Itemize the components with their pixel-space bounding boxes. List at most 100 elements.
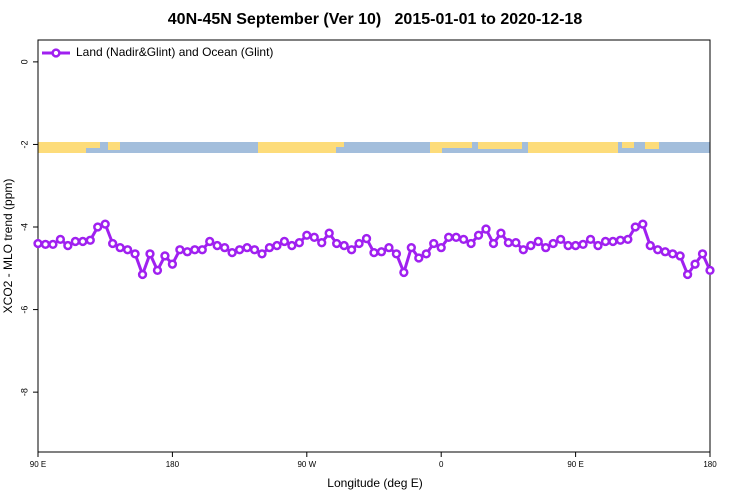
data-point <box>234 245 245 255</box>
data-point <box>48 239 58 249</box>
data-point <box>264 243 275 253</box>
data-point <box>220 243 230 253</box>
data-point <box>578 239 588 249</box>
data-point <box>294 238 304 248</box>
y-tick-label: 0 <box>19 59 29 64</box>
data-point <box>451 232 461 242</box>
data-point <box>279 236 290 247</box>
data-point <box>518 245 528 255</box>
data-point <box>638 219 648 229</box>
data-point <box>608 236 618 247</box>
data-point <box>249 245 260 255</box>
data-point <box>466 238 476 249</box>
data-point <box>190 245 200 255</box>
data-point <box>563 240 573 251</box>
data-point <box>122 245 133 255</box>
data-point <box>130 249 140 259</box>
x-tick-label: 180 <box>703 460 717 469</box>
data-point <box>675 251 685 261</box>
data-point <box>287 240 297 251</box>
data-point <box>421 249 431 259</box>
data-point <box>100 219 110 229</box>
data-point <box>272 240 282 251</box>
x-tick-label: 0 <box>439 460 444 469</box>
data-point <box>630 222 640 232</box>
x-tick-label: 90 E <box>567 460 583 469</box>
data-point <box>526 240 536 251</box>
data-point <box>593 240 603 251</box>
data-point <box>481 224 491 234</box>
data-point <box>458 234 469 245</box>
data-point <box>309 232 319 242</box>
data-point <box>257 249 267 259</box>
data-point <box>302 230 312 240</box>
data-point <box>376 247 387 257</box>
data-point <box>406 243 416 253</box>
x-axis-label: Longitude (deg E) <box>327 476 422 490</box>
legend-label: Land (Nadir&Glint) and Ocean (Glint) <box>76 45 273 59</box>
data-point <box>361 233 372 244</box>
data-point <box>436 243 446 253</box>
data-point <box>63 240 73 251</box>
data-point <box>503 238 514 248</box>
data-point <box>682 269 693 280</box>
data-point <box>399 267 409 278</box>
legend-marker <box>51 48 61 58</box>
data-point <box>167 259 178 269</box>
data-point <box>108 238 118 249</box>
data-point <box>152 265 163 276</box>
data-point <box>414 253 424 263</box>
data-point <box>690 259 700 269</box>
y-tick-label: -6 <box>19 306 29 314</box>
chart-title: 40N-45N September (Ver 10) 2015-01-01 to… <box>168 11 583 28</box>
data-point <box>175 245 185 255</box>
data-point <box>585 234 596 245</box>
land-ocean-strip <box>38 142 710 153</box>
data-point <box>570 240 581 251</box>
data-point <box>384 243 394 253</box>
data-point <box>40 239 51 249</box>
data-point <box>324 228 334 238</box>
data-point <box>660 247 670 257</box>
data-point <box>55 234 66 245</box>
data-point <box>93 222 103 232</box>
data-point <box>182 247 192 257</box>
data-point <box>511 238 521 248</box>
data-point <box>160 251 170 261</box>
data-point <box>488 238 499 249</box>
data-point <box>85 235 95 245</box>
data-point <box>197 245 207 255</box>
plot-frame <box>37 39 711 453</box>
data-point <box>332 238 342 249</box>
y-tick-label: -2 <box>19 140 29 148</box>
data-point <box>317 238 327 248</box>
data-point <box>668 249 678 259</box>
data-point <box>137 269 148 280</box>
data-point <box>556 234 566 245</box>
data-point <box>115 243 125 253</box>
data-point <box>496 228 506 238</box>
data-point <box>33 238 43 249</box>
y-tick-label: -4 <box>19 223 29 231</box>
x-tick-label: 90 E <box>30 460 46 469</box>
data-point <box>70 236 80 247</box>
data-point <box>145 249 155 259</box>
data-point <box>429 238 439 249</box>
data-point <box>600 236 611 247</box>
data-point <box>242 243 252 253</box>
data-point <box>444 232 454 242</box>
data-point <box>346 245 357 255</box>
data-point <box>541 243 551 253</box>
y-axis-label: XCO2 - MLO trend (ppm) <box>1 179 15 314</box>
data-point <box>354 238 364 249</box>
x-tick-label: 180 <box>166 460 180 469</box>
data-point <box>653 245 663 255</box>
data-point <box>615 235 626 245</box>
data-point <box>473 230 484 240</box>
data-point <box>339 240 349 251</box>
data-point <box>369 247 379 258</box>
data-point <box>391 249 402 259</box>
data-point <box>533 236 543 247</box>
data-point <box>548 238 558 249</box>
